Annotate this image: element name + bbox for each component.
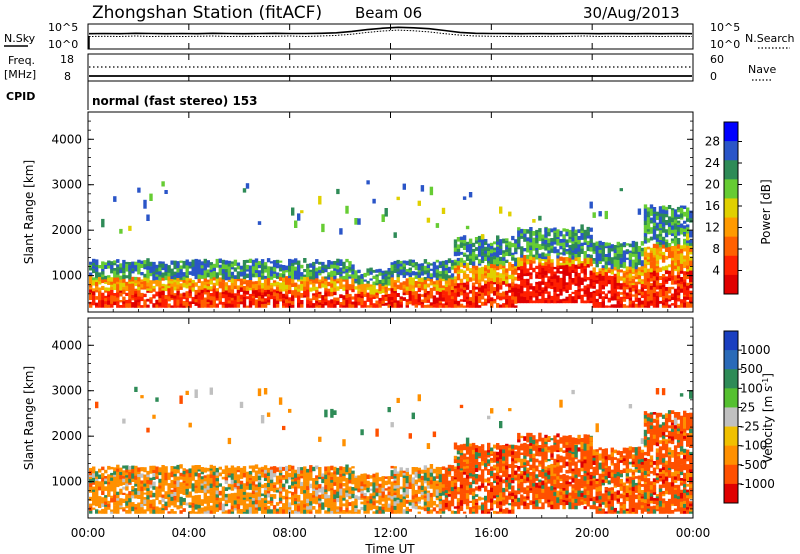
- power-ytick-2: 3000: [51, 178, 82, 192]
- noise-sky-label: N.Sky: [4, 32, 36, 45]
- power-colorbar-swatch-4: [724, 198, 738, 219]
- velocity-colorbar-tick-6: -500: [740, 458, 767, 472]
- date-label: 30/Aug/2013: [583, 4, 680, 22]
- power-colorbar-swatch-8: [724, 274, 738, 295]
- power-colorbar-tick-4: 20: [705, 178, 720, 192]
- velocity-colorbar-swatch-4: [724, 407, 738, 428]
- velocity-ytick-3: 4000: [51, 338, 82, 352]
- power-ylabel: Slant Range [km]: [22, 160, 36, 264]
- velocity-colorbar-tick-4: -25: [740, 420, 760, 434]
- power-colorbar-tick-1: 8: [712, 242, 720, 256]
- power-colorbar-swatch-3: [724, 179, 738, 199]
- x-axis-label: Time UT: [364, 542, 415, 554]
- velocity-colorbar-tick-7: -1000: [740, 477, 775, 491]
- power-colorbar-tick-6: 28: [705, 135, 720, 149]
- velocity-colorbar-swatch-3: [724, 388, 738, 408]
- noise-search-label: N.Search: [745, 32, 795, 45]
- noise-tick-top-right: 10^5: [710, 21, 740, 34]
- station-title: Zhongshan Station (fitACF): [92, 3, 322, 23]
- power-ytick-3: 4000: [51, 132, 82, 146]
- noise-tick-bottom-left: 10^0: [48, 38, 78, 51]
- power-data: [89, 180, 693, 308]
- xtick-1: 04:00: [172, 526, 207, 540]
- power-colorbar-tick-2: 12: [705, 221, 720, 235]
- power-colorbar-swatch-0: [724, 122, 738, 142]
- noise-tick-top-left: 10^5: [48, 21, 78, 34]
- xtick-4: 16:00: [474, 526, 509, 540]
- nave-label: Nave: [748, 63, 776, 76]
- velocity-colorbar-tick-0: 1000: [740, 343, 771, 357]
- cpid-panel: CPID normal (fast stereo) 153: [6, 81, 258, 110]
- beam-label: Beam 06: [355, 4, 422, 22]
- power-colorbar-tick-0: 4: [712, 264, 720, 278]
- freq-label: Freq.: [8, 54, 35, 67]
- velocity-panel: 1000 2000 3000 4000 Slant Range [km] 1000 50…: [22, 317, 776, 519]
- velocity-colorbar-label: Velocity [m s-1]: [761, 373, 776, 463]
- velocity-ytick-0: 1000: [51, 475, 82, 489]
- velocity-colorbar-tick-5: -100: [740, 439, 767, 453]
- velocity-colorbar-tick-3: 25: [740, 400, 755, 414]
- cpid-label: CPID: [6, 90, 35, 103]
- nave-tick-bottom: 0: [710, 70, 717, 83]
- cpid-text: normal (fast stereo) 153: [92, 94, 258, 108]
- velocity-ylabel: Slant Range [km]: [22, 366, 36, 470]
- power-colorbar-label: Power [dB]: [759, 179, 773, 244]
- power-colorbar-swatch-5: [724, 217, 738, 238]
- velocity-ytick-2: 3000: [51, 384, 82, 398]
- power-colorbar-tick-5: 24: [705, 156, 720, 170]
- freq-tick-bottom: 8: [64, 70, 71, 83]
- power-colorbar-swatch-7: [724, 255, 738, 276]
- xtick-2: 08:00: [272, 526, 307, 540]
- freq-tick-top: 18: [60, 53, 74, 66]
- velocity-colorbar-swatch-6: [724, 445, 738, 466]
- xtick-3: 12:00: [373, 526, 408, 540]
- xtick-0: 00:00: [71, 526, 106, 540]
- power-colorbar-swatch-2: [724, 160, 738, 180]
- velocity-data: [89, 386, 693, 514]
- noise-panel: N.Sky 10^5 10^0 10^5 10^0 N.Search: [4, 21, 795, 51]
- velocity-colorbar-tick-1: 500: [740, 362, 763, 376]
- power-ytick-0: 1000: [51, 269, 82, 283]
- freq-unit: [MHz]: [4, 68, 36, 81]
- power-panel: 1000 2000 3000 4000 Slant Range [km] 4 8 12 16…: [22, 111, 773, 313]
- velocity-ytick-1: 2000: [51, 429, 82, 443]
- velocity-colorbar-tick-2: 100: [740, 381, 763, 395]
- power-colorbar-swatch-6: [724, 236, 738, 257]
- power-ytick-1: 2000: [51, 223, 82, 237]
- power-colorbar-swatch-1: [724, 141, 738, 161]
- velocity-colorbar-swatch-2: [724, 369, 738, 389]
- velocity-colorbar-swatch-5: [724, 426, 738, 447]
- xtick-5: 20:00: [575, 526, 610, 540]
- velocity-colorbar-swatch-7: [724, 464, 738, 485]
- xtick-6: 00:00: [676, 526, 711, 540]
- velocity-colorbar-swatch-0: [724, 331, 738, 351]
- velocity-colorbar: 1000 500 100 25 -25 -100 -500 -1000: [723, 330, 775, 504]
- power-colorbar: 4 8 12 16 20 24 28: [705, 121, 742, 295]
- power-colorbar-tick-3: 16: [705, 199, 720, 213]
- velocity-colorbar-swatch-1: [724, 350, 738, 370]
- noise-tick-bottom-right: 10^0: [710, 38, 740, 51]
- velocity-colorbar-swatch-8: [724, 483, 738, 504]
- nave-tick-top: 60: [710, 53, 724, 66]
